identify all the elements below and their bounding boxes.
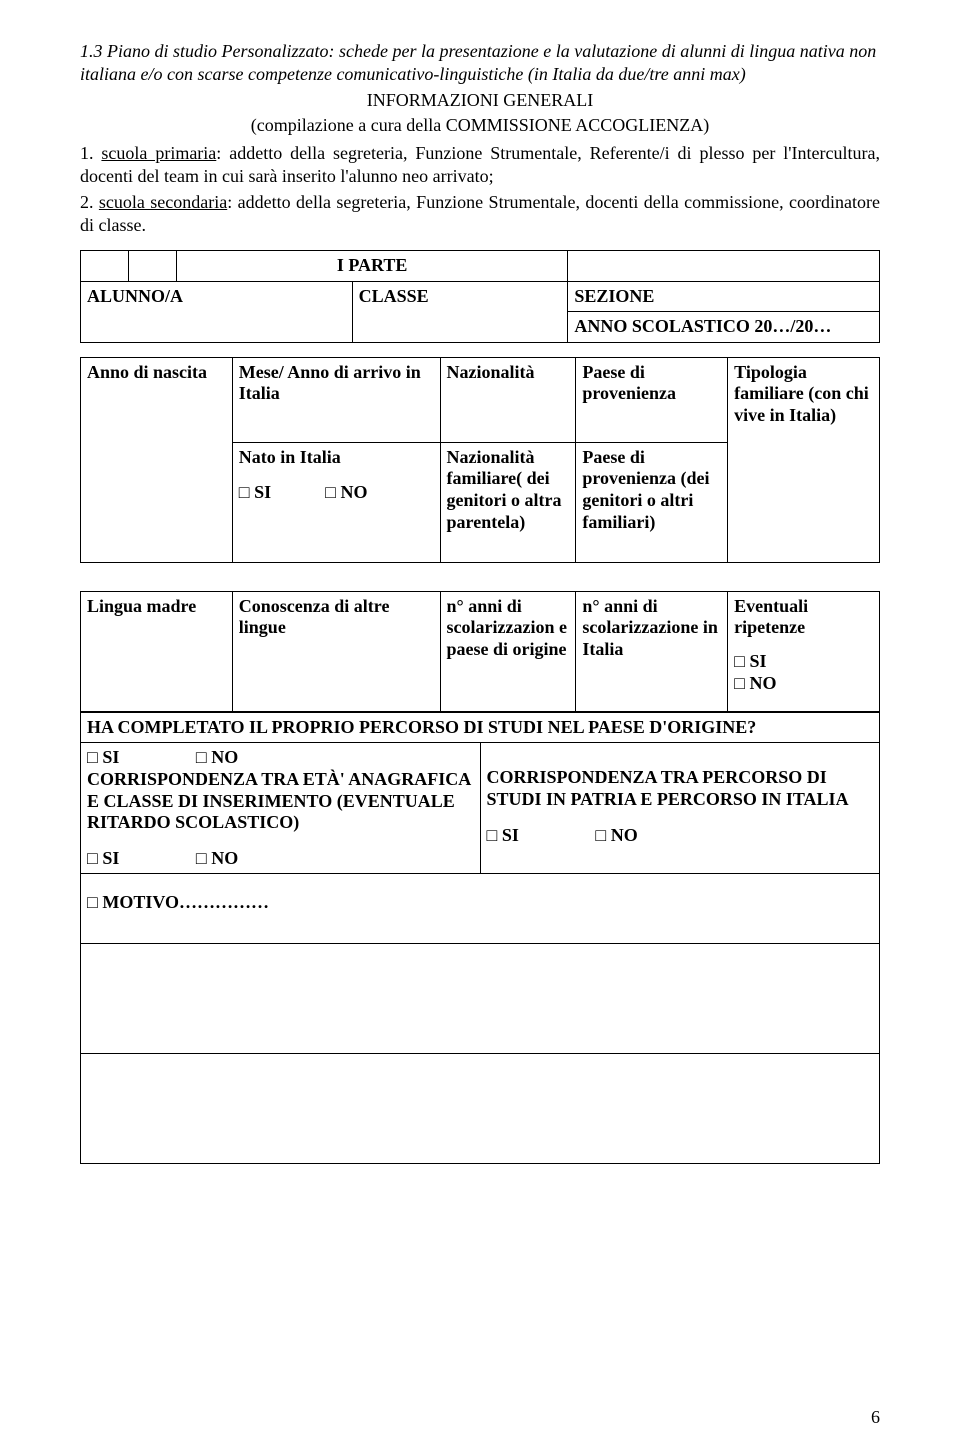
point2-underline: scuola secondaria (99, 192, 227, 212)
table-row: ALUNNO/A CLASSE SEZIONE (81, 281, 880, 312)
motivo-label[interactable]: □ MOTIVO…………… (87, 892, 873, 914)
section-iparte: I PARTE ALUNNO/A CLASSE SEZIONE ANNO SCO… (80, 250, 880, 343)
eventuali-ripetenze-label: Eventuali ripetenze (734, 596, 873, 639)
si-no-checkboxes-percorso[interactable]: □ SI □ NO (487, 825, 874, 847)
table-row (81, 944, 880, 1054)
no-checkbox[interactable]: □ NO (734, 673, 873, 695)
sezione-label: SEZIONE (568, 281, 880, 312)
point2-prefix: 2. (80, 192, 99, 212)
table-row: Anno di nascita Mese/ Anno di arrivo in … (81, 357, 880, 442)
cell-empty (81, 251, 129, 282)
eventuali-ripetenze-cell: Eventuali ripetenze □ SI □ NO (728, 591, 880, 711)
corr-eta-label: CORRISPONDENZA TRA ETÀ' ANAGRAFICA E CLA… (87, 769, 474, 834)
si-no-checkboxes-eta[interactable]: □ SI □ NO (87, 848, 474, 870)
page-number: 6 (871, 1407, 880, 1428)
nazionalita-label: Nazionalità (440, 357, 576, 442)
table-row (81, 1054, 880, 1164)
mese-arrivo-label: Mese/ Anno di arrivo in Italia (232, 357, 440, 442)
classe-label: CLASSE (352, 281, 568, 342)
si-no-checkboxes-top[interactable]: □ SI □ NO (87, 747, 474, 769)
i-parte-heading: I PARTE (176, 251, 567, 282)
table-iparte: I PARTE ALUNNO/A CLASSE SEZIONE ANNO SCO… (80, 250, 880, 343)
anni-scol-paese-label: n° anni di scolarizzazion e paese di ori… (440, 591, 576, 711)
nato-italia-cell: Nato in Italia □ SI □ NO (232, 442, 440, 562)
intro-point-1: 1. scuola primaria: addetto della segret… (80, 142, 880, 187)
anno-nascita-label: Anno di nascita (81, 357, 233, 562)
table-percorso: HA COMPLETATO IL PROPRIO PERCORSO DI STU… (80, 712, 880, 1165)
table-row: I PARTE (81, 251, 880, 282)
paese-provenienza-genitori-label: Paese di provenienza (dei genitori o alt… (576, 442, 728, 562)
lingua-madre-label: Lingua madre (81, 591, 233, 711)
table-row: HA COMPLETATO IL PROPRIO PERCORSO DI STU… (81, 712, 880, 743)
point1-prefix: 1. (80, 143, 101, 163)
empty-cell-1 (81, 944, 880, 1054)
table-anagrafica: Anno di nascita Mese/ Anno di arrivo in … (80, 357, 880, 563)
alunno-label: ALUNNO/A (81, 281, 353, 342)
point1-underline: scuola primaria (101, 143, 216, 163)
ha-completato-label: HA COMPLETATO IL PROPRIO PERCORSO DI STU… (81, 712, 880, 743)
table-row: □ SI □ NO CORRISPONDENZA TRA ETÀ' ANAGRA… (81, 743, 880, 874)
nato-italia-label: Nato in Italia (239, 447, 434, 469)
intro-point-2: 2. scuola secondaria: addetto della segr… (80, 191, 880, 236)
conoscenza-lingue-label: Conoscenza di altre lingue (232, 591, 440, 711)
section-lingua: Lingua madre Conoscenza di altre lingue … (80, 591, 880, 712)
tipologia-familiare-label: Tipologia familiare (con chi vive in Ita… (728, 357, 880, 562)
table-lingua: Lingua madre Conoscenza di altre lingue … (80, 591, 880, 712)
si-checkbox[interactable]: □ SI (734, 651, 873, 673)
corr-eta-cell: □ SI □ NO CORRISPONDENZA TRA ETÀ' ANAGRA… (81, 743, 481, 874)
nazionalita-familiare-label: Nazionalità familiare( dei genitori o al… (440, 442, 576, 562)
corr-percorso-label: CORRISPONDENZA TRA PERCORSO DI STUDI IN … (487, 767, 874, 810)
compilation-line: (compilazione a cura della COMMISSIONE A… (80, 114, 880, 137)
si-no-checkboxes[interactable]: □ SI □ NO (239, 482, 434, 504)
paese-provenienza-label: Paese di provenienza (576, 357, 728, 442)
table-row: Lingua madre Conoscenza di altre lingue … (81, 591, 880, 711)
motivo-cell: □ MOTIVO…………… (81, 874, 880, 944)
corr-percorso-cell: CORRISPONDENZA TRA PERCORSO DI STUDI IN … (480, 743, 880, 874)
anni-scol-italia-label: n° anni di scolarizzazione in Italia (576, 591, 728, 711)
cell-empty (128, 251, 176, 282)
info-header: INFORMAZIONI GENERALI (80, 89, 880, 112)
section-anagrafica: Anno di nascita Mese/ Anno di arrivo in … (80, 357, 880, 563)
doc-title-italic: 1.3 Piano di studio Personalizzato: sche… (80, 40, 880, 85)
table-row: □ MOTIVO…………… (81, 874, 880, 944)
empty-cell-2 (81, 1054, 880, 1164)
section-percorso: HA COMPLETATO IL PROPRIO PERCORSO DI STU… (80, 712, 880, 1165)
anno-scolastico-label: ANNO SCOLASTICO 20…/20… (568, 312, 880, 343)
cell-empty (568, 251, 880, 282)
